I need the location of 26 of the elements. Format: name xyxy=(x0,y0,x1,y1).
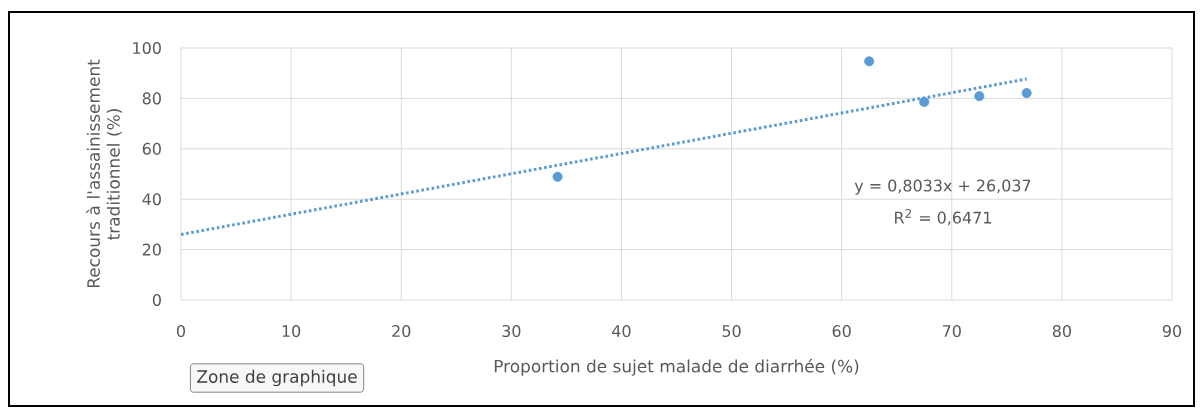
point xyxy=(919,96,930,107)
x-tick-label: 10 xyxy=(282,325,301,338)
y-tick-label: 80 xyxy=(142,92,161,105)
text: Zone de graphique xyxy=(197,369,357,387)
x-tick-label: 70 xyxy=(942,325,961,338)
x-tick-label: 80 xyxy=(1052,325,1071,338)
point xyxy=(864,56,875,67)
point xyxy=(974,91,985,102)
x-tick-label: 0 xyxy=(176,325,186,338)
y-tick-label: 100 xyxy=(133,41,161,55)
x-tick-label: 50 xyxy=(722,325,741,338)
y-tick-label: 60 xyxy=(142,142,161,155)
annotation: y = 0,8033x + 26,037 xyxy=(854,179,1031,195)
point xyxy=(1021,88,1032,99)
x-tick-label: 60 xyxy=(832,325,851,338)
annotation: R$^{2}$ = 0,6471 xyxy=(895,208,991,226)
point xyxy=(552,171,563,182)
x-tick-label: 30 xyxy=(502,325,521,338)
x-axis-title: Proportion de sujet malade de diarrhée (%) xyxy=(494,358,859,376)
y-tick-label: 20 xyxy=(142,243,161,256)
y-tick-label: 40 xyxy=(142,193,161,206)
y-axis-title: Recours à l'assainissement traditionnel (%) xyxy=(86,59,122,288)
x-tick-label: 40 xyxy=(612,325,631,338)
x-tick-label: 90 xyxy=(1162,325,1182,338)
x-tick-label: 20 xyxy=(392,325,411,338)
y-tick-label: 0 xyxy=(152,293,161,307)
